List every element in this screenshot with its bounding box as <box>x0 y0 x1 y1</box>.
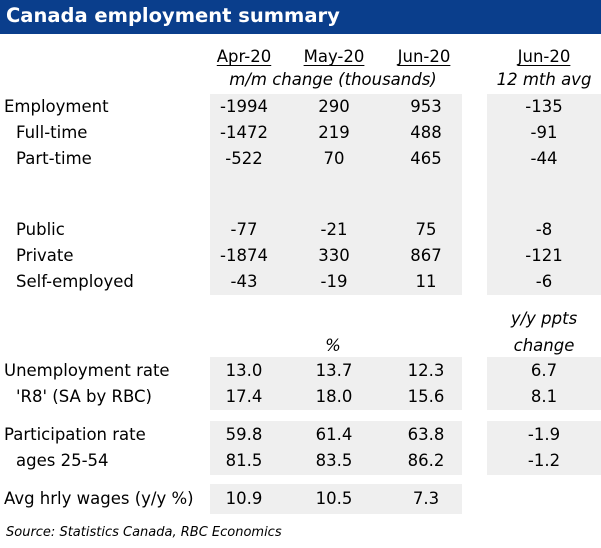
cell-jun: 7.3 <box>412 489 440 508</box>
shade-avg-participation <box>487 421 601 475</box>
row-label: 'R8' (SA by RBC) <box>16 387 152 406</box>
source-note: Source: Statistics Canada, RBC Economics <box>6 525 282 540</box>
shade-main-wages <box>210 484 462 514</box>
shade-avg-upper <box>487 94 601 295</box>
cell-avg: -91 <box>530 123 558 142</box>
shade-avg-rates <box>487 357 601 410</box>
row-label: Employment <box>4 97 109 116</box>
cell-may: 219 <box>318 123 350 142</box>
col-header-jun: Jun-20 <box>397 47 451 66</box>
subheader-pct: % <box>325 336 341 355</box>
cell-may: 13.7 <box>315 361 353 380</box>
cell-avg: -121 <box>525 246 563 265</box>
cell-avg: -8 <box>535 220 553 239</box>
row-label: Self-employed <box>16 272 134 291</box>
cell-avg: -1.9 <box>527 425 561 444</box>
cell-apr: -1994 <box>220 97 268 116</box>
cell-jun: 63.8 <box>407 425 445 444</box>
cell-may: 18.0 <box>315 387 353 406</box>
shade-main-rates <box>210 357 462 410</box>
cell-avg: -1.2 <box>527 451 561 470</box>
cell-jun: 953 <box>410 97 442 116</box>
subheader-yy-line1: y/y ppts <box>510 309 578 328</box>
cell-may: -21 <box>320 220 348 239</box>
subheader-yy-line2: change <box>513 336 575 355</box>
cell-jun: 488 <box>410 123 442 142</box>
page-title: Canada employment summary <box>6 4 340 27</box>
cell-apr: 81.5 <box>225 451 263 470</box>
cell-avg: -6 <box>535 272 553 291</box>
subheader-mm: m/m change (thousands) <box>229 70 437 89</box>
row-label: Avg hrly wages (y/y %) <box>4 489 194 508</box>
cell-apr: -43 <box>230 272 258 291</box>
cell-may: 290 <box>318 97 350 116</box>
row-label: Full-time <box>16 123 88 142</box>
cell-apr: -522 <box>225 149 263 168</box>
cell-jun: 867 <box>410 246 442 265</box>
subheader-avg: 12 mth avg <box>496 70 592 89</box>
cell-may: 70 <box>323 149 345 168</box>
col-header-avg: Jun-20 <box>517 47 571 66</box>
row-label: Part-time <box>16 149 92 168</box>
cell-apr: 17.4 <box>225 387 263 406</box>
cell-jun: 75 <box>415 220 437 239</box>
cell-apr: 59.8 <box>225 425 263 444</box>
cell-avg: 6.7 <box>530 361 558 380</box>
cell-apr: 13.0 <box>225 361 263 380</box>
title-bar: Canada employment summary <box>0 0 601 34</box>
shade-main-participation <box>210 421 462 475</box>
cell-jun: 12.3 <box>407 361 445 380</box>
cell-jun: 86.2 <box>407 451 445 470</box>
cell-may: 10.5 <box>315 489 353 508</box>
col-header-may: May-20 <box>303 47 365 66</box>
cell-avg: 8.1 <box>530 387 558 406</box>
cell-jun: 15.6 <box>407 387 445 406</box>
cell-jun: 11 <box>415 272 437 291</box>
row-label: Participation rate <box>4 425 146 444</box>
cell-apr: -1472 <box>220 123 268 142</box>
cell-avg: -135 <box>525 97 563 116</box>
cell-may: 83.5 <box>315 451 353 470</box>
cell-apr: 10.9 <box>225 489 263 508</box>
row-label: Unemployment rate <box>4 361 170 380</box>
shade-main-upper <box>210 94 462 295</box>
row-label: Public <box>16 220 65 239</box>
cell-apr: -77 <box>230 220 258 239</box>
cell-avg: -44 <box>530 149 558 168</box>
cell-may: 330 <box>318 246 350 265</box>
row-label: ages 25-54 <box>16 451 109 470</box>
cell-apr: -1874 <box>220 246 268 265</box>
row-label: Private <box>16 246 74 265</box>
cell-jun: 465 <box>410 149 442 168</box>
cell-may: 61.4 <box>315 425 353 444</box>
cell-may: -19 <box>320 272 348 291</box>
col-header-apr: Apr-20 <box>216 47 272 66</box>
